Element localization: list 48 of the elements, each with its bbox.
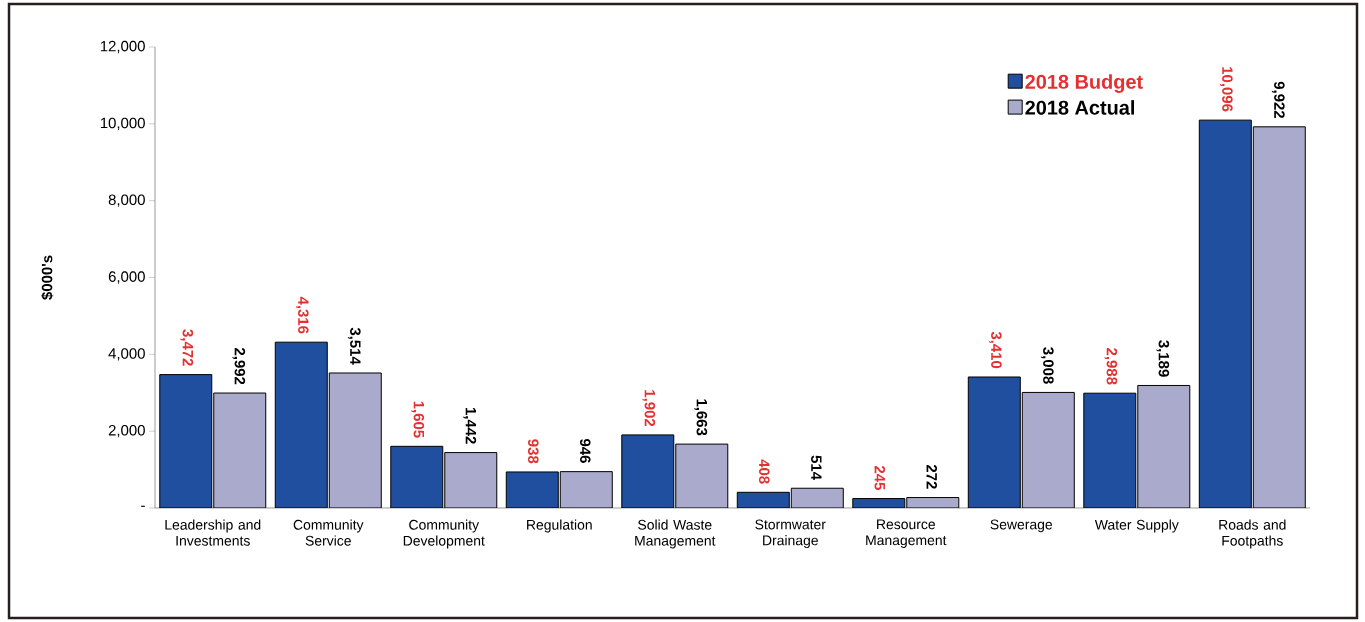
data-label: 1,902	[642, 390, 656, 427]
data-label: 1,663	[694, 399, 708, 436]
x-tick-label: Water Supply	[1094, 519, 1179, 533]
y-tick-label: 12,000	[100, 40, 145, 54]
y-tick-label: 4,000	[108, 348, 145, 361]
data-label: 3,472	[180, 329, 194, 366]
bar	[505, 471, 559, 508]
bar	[1198, 119, 1252, 508]
data-label: 1,442	[463, 407, 477, 444]
data-label: 3,008	[1040, 347, 1054, 384]
data-label: 3,189	[1156, 340, 1170, 377]
data-label: 3,410	[988, 331, 1002, 369]
data-label: 514	[811, 455, 822, 480]
legend-label: 2018 Actual	[1025, 100, 1134, 115]
x-tick-label: Community Service	[293, 519, 364, 546]
x-tick-label: Roads and Footpaths	[1219, 519, 1286, 549]
bar	[967, 376, 1021, 508]
data-label: 2,992	[232, 347, 246, 385]
x-tick-label: Resource Management	[866, 519, 947, 548]
data-label: 272	[926, 464, 938, 489]
data-label: 9,922	[1271, 81, 1285, 118]
data-label: 938	[527, 439, 539, 464]
x-tick-label: Sewerage	[990, 519, 1053, 533]
data-label: 946	[579, 439, 591, 463]
data-label: 4,316	[295, 296, 309, 334]
bar	[390, 445, 444, 508]
y-tick-label: -	[141, 505, 145, 507]
data-label: 3,514	[347, 327, 361, 365]
x-tick-label: Stormwater Drainage	[755, 519, 826, 549]
bar	[621, 434, 675, 508]
bar	[274, 341, 328, 508]
data-label: 10,096	[1219, 67, 1233, 112]
legend-label: 2018 Budget	[1025, 74, 1143, 93]
x-tick-label: Solid Waste Management	[635, 519, 716, 549]
y-tick-label: 8,000	[108, 194, 145, 207]
y-tick-label: 10,000	[100, 117, 145, 130]
data-label: 245	[874, 465, 886, 490]
data-label: 2,988	[1104, 348, 1118, 385]
x-tick-label: Regulation	[527, 519, 592, 533]
data-label: 1,605	[411, 401, 425, 438]
x-tick-label: Community Development	[403, 519, 485, 549]
data-label: 408	[759, 459, 770, 484]
x-tick-label: Leadership and Investments	[165, 519, 261, 546]
bar	[1083, 392, 1137, 508]
bar	[159, 374, 213, 508]
y-tick-label: 6,000	[108, 271, 145, 284]
y-tick-label: 2,000	[108, 424, 145, 438]
y-axis-title: $000's	[41, 255, 54, 300]
